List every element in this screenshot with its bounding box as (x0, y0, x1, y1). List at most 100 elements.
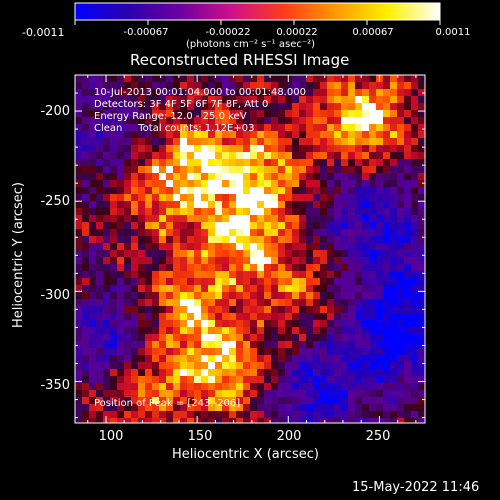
image-pixel (103, 215, 111, 223)
image-pixel (138, 327, 146, 335)
image-pixel (278, 145, 286, 153)
image-pixel (187, 369, 195, 377)
image-pixel (229, 75, 237, 83)
image-pixel (124, 334, 132, 342)
image-pixel (292, 180, 300, 188)
image-pixel (397, 173, 405, 181)
image-pixel (299, 411, 307, 419)
image-pixel (138, 271, 146, 279)
image-pixel (341, 145, 349, 153)
image-pixel (124, 355, 132, 363)
image-pixel (229, 96, 237, 104)
image-pixel (159, 264, 167, 272)
image-pixel (152, 299, 160, 307)
image-pixel (313, 355, 321, 363)
image-pixel (187, 390, 195, 398)
image-pixel (138, 117, 146, 125)
image-pixel (82, 208, 90, 216)
image-pixel (257, 313, 265, 321)
image-pixel (229, 180, 237, 188)
image-pixel (327, 145, 335, 153)
image-pixel (299, 222, 307, 230)
image-pixel (96, 145, 104, 153)
image-pixel (383, 299, 391, 307)
image-pixel (257, 362, 265, 370)
image-pixel (257, 236, 265, 244)
image-pixel (229, 194, 237, 202)
y-tick-label: -300 (40, 288, 70, 303)
image-pixel (117, 194, 125, 202)
image-pixel (222, 243, 230, 251)
image-pixel (236, 124, 244, 132)
image-pixel (117, 215, 125, 223)
image-pixel (166, 257, 174, 265)
image-pixel (376, 313, 384, 321)
image-pixel (89, 320, 97, 328)
image-pixel (194, 299, 202, 307)
image-pixel (320, 166, 328, 174)
image-pixel (117, 264, 125, 272)
image-pixel (117, 159, 125, 167)
image-pixel (299, 341, 307, 349)
image-pixel (390, 180, 398, 188)
image-pixel (334, 362, 342, 370)
image-pixel (117, 229, 125, 237)
image-pixel (341, 418, 349, 423)
image-pixel (285, 194, 293, 202)
image-pixel (376, 110, 384, 118)
image-pixel (103, 117, 111, 125)
image-pixel (159, 320, 167, 328)
image-pixel (397, 124, 405, 132)
image-pixel (103, 145, 111, 153)
image-pixel (299, 327, 307, 335)
image-pixel (292, 306, 300, 314)
image-pixel (313, 348, 321, 356)
image-pixel (334, 201, 342, 209)
image-pixel (264, 341, 272, 349)
image-pixel (166, 348, 174, 356)
image-pixel (138, 208, 146, 216)
image-pixel (369, 404, 377, 412)
image-pixel (390, 215, 398, 223)
image-pixel (152, 313, 160, 321)
image-pixel (124, 271, 132, 279)
image-pixel (299, 236, 307, 244)
image-pixel (383, 285, 391, 293)
image-pixel (124, 397, 132, 405)
image-pixel (82, 257, 90, 265)
image-pixel (110, 376, 118, 384)
image-pixel (369, 96, 377, 104)
image-pixel (278, 208, 286, 216)
image-pixel (271, 264, 279, 272)
image-pixel (173, 418, 181, 423)
image-pixel (124, 376, 132, 384)
image-pixel (215, 229, 223, 237)
image-pixel (187, 341, 195, 349)
image-pixel (229, 243, 237, 251)
image-pixel (334, 152, 342, 160)
image-pixel (236, 257, 244, 265)
image-pixel (313, 341, 321, 349)
image-pixel (397, 145, 405, 153)
image-pixel (75, 236, 83, 244)
image-pixel (194, 215, 202, 223)
image-pixel (131, 250, 139, 258)
image-pixel (355, 194, 363, 202)
image-pixel (299, 96, 307, 104)
image-pixel (187, 117, 195, 125)
image-pixel (222, 152, 230, 160)
image-pixel (96, 180, 104, 188)
image-pixel (159, 397, 167, 405)
image-pixel (96, 264, 104, 272)
image-pixel (159, 376, 167, 384)
image-pixel (404, 271, 412, 279)
image-pixel (201, 138, 209, 146)
image-pixel (418, 145, 425, 153)
image-pixel (355, 397, 363, 405)
image-pixel (369, 362, 377, 370)
image-pixel (390, 194, 398, 202)
image-pixel (229, 271, 237, 279)
image-pixel (180, 89, 188, 97)
image-pixel (180, 96, 188, 104)
image-pixel (236, 376, 244, 384)
